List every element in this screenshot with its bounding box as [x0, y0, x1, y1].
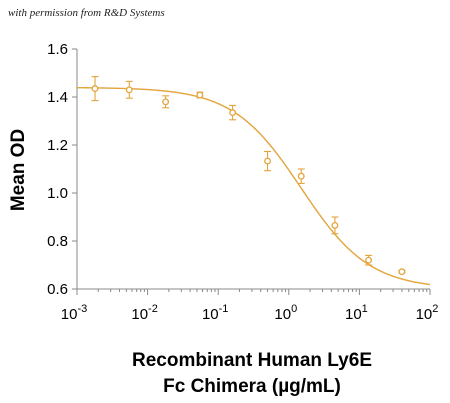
x-tick-labels: 10-3 10-2 10-1 100 101 102 — [61, 303, 439, 323]
point-marker — [196, 91, 204, 99]
x-tick-label: 101 — [345, 303, 368, 323]
data-point — [331, 216, 339, 235]
x-tick-label: 10-2 — [131, 303, 157, 323]
data-point — [196, 91, 204, 99]
x-tick-label: 10-3 — [61, 303, 87, 323]
x-tick-label: 102 — [416, 303, 439, 323]
y-tick-label: 0.6 — [47, 281, 68, 298]
axes — [72, 48, 431, 295]
point-marker — [229, 109, 237, 117]
y-tick-label: 1.4 — [47, 89, 68, 106]
point-marker — [162, 98, 170, 106]
data-point — [365, 254, 373, 266]
x-axis-label-line-1: Recombinant Human Ly6E — [132, 350, 372, 371]
data-point — [125, 80, 133, 99]
point-marker — [264, 157, 271, 165]
data-point — [264, 150, 272, 172]
data-points-layer — [91, 76, 406, 276]
fit-curve-layer — [76, 86, 431, 286]
point-marker — [398, 268, 406, 276]
y-tick-label: 0.8 — [47, 233, 68, 250]
data-point — [162, 95, 170, 109]
y-axis-label: Mean OD — [8, 129, 29, 211]
point-marker — [125, 86, 133, 94]
permission-note: with permission from R&D Systems — [8, 7, 165, 19]
fit-curve — [76, 86, 431, 286]
point-marker — [91, 85, 99, 93]
data-point — [398, 268, 406, 276]
point-marker — [297, 172, 305, 180]
point-marker — [331, 221, 339, 229]
x-tick-label: 10-1 — [202, 303, 228, 323]
y-tick-label: 1.2 — [47, 137, 68, 154]
y-tick-label: 1.6 — [47, 41, 68, 58]
data-point — [229, 104, 237, 121]
point-marker — [365, 256, 373, 264]
data-point — [297, 168, 305, 184]
y-tick-labels: 0.6 0.8 1.0 1.2 1.4 1.6 — [47, 41, 68, 298]
data-point — [91, 76, 99, 102]
y-tick-label: 1.0 — [47, 185, 68, 202]
x-axis-label-line-2: Fc Chimera (µg/mL) — [163, 376, 341, 397]
x-tick-label: 100 — [274, 303, 297, 323]
